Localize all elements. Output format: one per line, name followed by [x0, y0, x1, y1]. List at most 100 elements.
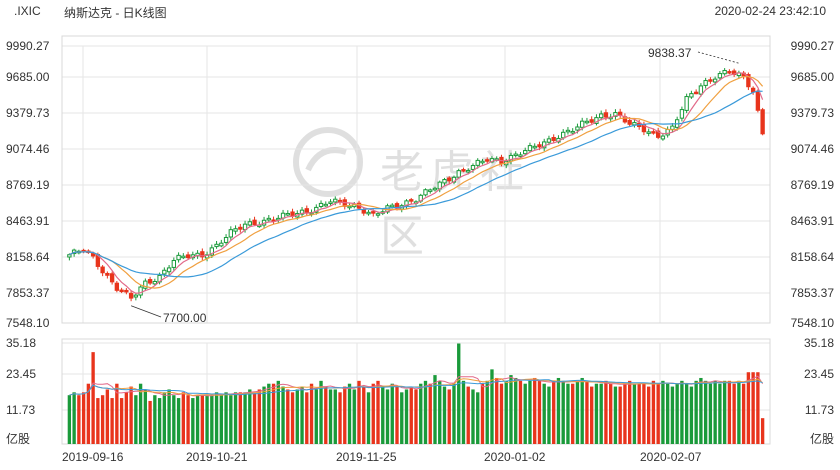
candle-body	[689, 93, 694, 98]
candle-body	[266, 217, 271, 221]
volume-axis-label-left: 23.45	[6, 367, 37, 381]
candle-body	[318, 202, 324, 207]
candle-body	[570, 130, 575, 134]
candle-body	[750, 87, 756, 93]
candle-body	[90, 253, 96, 257]
volume-bar	[110, 398, 114, 444]
volume-bar	[67, 395, 72, 444]
volume-bar	[290, 392, 295, 444]
candle-body	[143, 280, 148, 289]
volume-bar	[143, 389, 148, 444]
candle-body	[475, 159, 480, 166]
volume-bar	[423, 380, 428, 444]
volume-bar	[604, 380, 608, 444]
volume-bar	[599, 383, 603, 444]
candle-body	[442, 179, 447, 184]
volume-bar	[466, 386, 470, 444]
volume-bar	[737, 380, 741, 444]
volume-bar	[134, 395, 138, 444]
volume-bar	[665, 383, 670, 444]
volume-bar	[718, 383, 722, 444]
volume-bar	[509, 375, 513, 444]
candle-body	[133, 294, 139, 298]
volume-bar	[419, 383, 423, 444]
candle-body	[508, 154, 514, 162]
volume-bar	[390, 383, 394, 444]
volume-axis-label-right: 23.45	[803, 367, 834, 381]
price-axis-label-right: 7853.37	[790, 286, 834, 300]
price-axis-label-left: 9990.27	[6, 39, 50, 53]
candle-body	[712, 78, 718, 83]
ma20-line	[69, 90, 763, 278]
volume-bar	[338, 392, 342, 444]
price-axis-label-left: 8158.64	[6, 250, 50, 264]
candle-body	[285, 212, 290, 216]
volume-bar	[91, 352, 95, 444]
volume-bar	[756, 372, 760, 444]
volume-bar	[670, 386, 675, 444]
volume-bar	[381, 386, 385, 444]
price-axis-label-right: 9990.27	[790, 39, 834, 53]
candle-body	[470, 165, 476, 170]
candle-body	[109, 273, 115, 283]
volume-bar	[571, 383, 575, 444]
volume-bar	[675, 383, 679, 444]
price-axis-label-right: 9685.00	[790, 70, 834, 84]
candle-body	[176, 254, 181, 261]
candle-body	[333, 198, 338, 203]
price-axis-label-left: 9379.73	[6, 106, 50, 120]
volume-bar	[385, 389, 390, 444]
volume-bar	[722, 380, 727, 444]
volume-bar	[333, 389, 337, 444]
candle-body	[375, 213, 381, 216]
volume-bar	[305, 392, 309, 444]
volume-bar	[224, 392, 228, 444]
volume-bar	[457, 343, 461, 444]
date-axis-label: 2020-02-07	[640, 450, 702, 464]
candle-body	[171, 259, 177, 268]
volume-axis-label-right: 11.73	[804, 403, 834, 417]
volume-bar	[167, 389, 171, 444]
candle-body	[428, 189, 433, 192]
price-axis-label-right: 8769.19	[790, 178, 834, 192]
volume-bar	[533, 377, 537, 444]
volume-bar	[157, 398, 162, 444]
volume-bar	[646, 386, 651, 444]
candle-body	[323, 203, 328, 207]
candle-body	[717, 73, 723, 79]
volume-bar	[357, 380, 361, 444]
candle-body	[166, 267, 172, 273]
candle-body	[390, 204, 395, 208]
volume-bar	[642, 383, 646, 444]
candle-body	[185, 254, 191, 259]
candle-body	[613, 112, 618, 117]
volume-bar	[262, 386, 266, 444]
candle-body	[561, 131, 566, 139]
volume-bar	[100, 395, 105, 444]
volume-bar	[661, 380, 665, 444]
volume-bar	[741, 383, 746, 444]
volume-bar	[319, 380, 323, 444]
candle-body	[147, 279, 153, 284]
date-axis-label: 2020-01-02	[484, 450, 546, 464]
volume-bar	[566, 383, 570, 444]
volume-unit-label-right: 亿股	[809, 432, 834, 446]
volume-bar	[276, 380, 280, 444]
price-axis-label-right: 9074.46	[790, 142, 834, 156]
volume-bar	[537, 380, 542, 444]
volume-bar	[727, 380, 732, 444]
volume-bar	[547, 386, 551, 444]
volume-bar	[461, 380, 466, 444]
volume-bar	[309, 383, 314, 444]
price-axis-label-left: 7548.10	[6, 316, 50, 330]
candle-body	[532, 145, 537, 149]
volume-bar	[404, 389, 409, 444]
volume-bar	[210, 395, 214, 444]
candle-body	[523, 150, 528, 155]
volume-bar	[96, 398, 100, 444]
candle-body	[105, 272, 110, 276]
volume-bar	[623, 383, 627, 444]
volume-bar	[732, 383, 736, 444]
price-panel-frame	[61, 35, 771, 324]
